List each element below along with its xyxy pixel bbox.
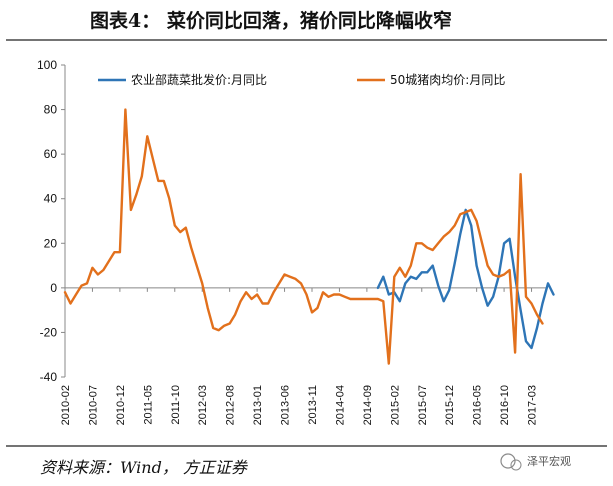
x-tick-label: 2013-01 <box>252 385 264 425</box>
legend-label: 50城猪肉均价:月同比 <box>390 73 505 87</box>
x-tick-label: 2014-04 <box>334 385 346 425</box>
legend: 农业部蔬菜批发价:月同比 50城猪肉均价:月同比 <box>98 72 505 87</box>
x-tick-label: 2010-07 <box>87 385 99 425</box>
legend-label: 农业部蔬菜批发价:月同比 <box>131 72 267 87</box>
x-tick-label: 2013-11 <box>307 385 319 425</box>
series-line-pork <box>63 108 544 365</box>
x-tick-label: 2011-05 <box>142 385 154 425</box>
source-note: 资料来源：Wind， 方正证券 <box>40 458 249 477</box>
x-tick-label: 2015-12 <box>444 385 456 425</box>
y-tick-label: 20 <box>44 236 58 250</box>
x-tick-label: 2016-10 <box>499 385 511 425</box>
x-tick-label: 2010-12 <box>115 385 127 425</box>
x-tick-label: 2012-03 <box>197 385 209 425</box>
plot-area: -40 -20 0 20 40 60 80 100 2010-02 2010-07 2010-12 2… <box>37 58 555 425</box>
watermark: 泽平宏观 <box>500 453 571 471</box>
watermark-text: 泽平宏观 <box>527 454 571 468</box>
x-tick-label: 2012-08 <box>225 385 237 425</box>
x-tick-label: 2013-06 <box>280 385 292 425</box>
y-tick-label: -40 <box>40 370 58 384</box>
wechat-icon <box>500 453 516 469</box>
y-tick-label: -20 <box>40 325 58 339</box>
y-tick-label: 60 <box>44 147 58 161</box>
chart-title: 图表4： 菜价同比回落，猪价同比降幅收窄 <box>90 9 452 32</box>
wechat-icon-dot <box>510 459 522 471</box>
x-tick-label: 2017-03 <box>527 385 539 425</box>
y-tick-label: 40 <box>44 192 58 206</box>
series-line-vegetable <box>376 208 555 350</box>
y-tick-label: 80 <box>44 103 58 117</box>
x-tick-label: 2016-05 <box>472 385 484 425</box>
y-tick-label: 100 <box>37 58 57 72</box>
x-tick-label: 2015-07 <box>417 385 429 425</box>
x-tick-label: 2015-02 <box>389 385 401 425</box>
x-tick-label: 2011-10 <box>170 385 182 425</box>
x-tick-label: 2014-09 <box>362 385 374 425</box>
x-tick-label: 2010-02 <box>60 385 72 425</box>
y-tick-label: 0 <box>50 281 57 295</box>
